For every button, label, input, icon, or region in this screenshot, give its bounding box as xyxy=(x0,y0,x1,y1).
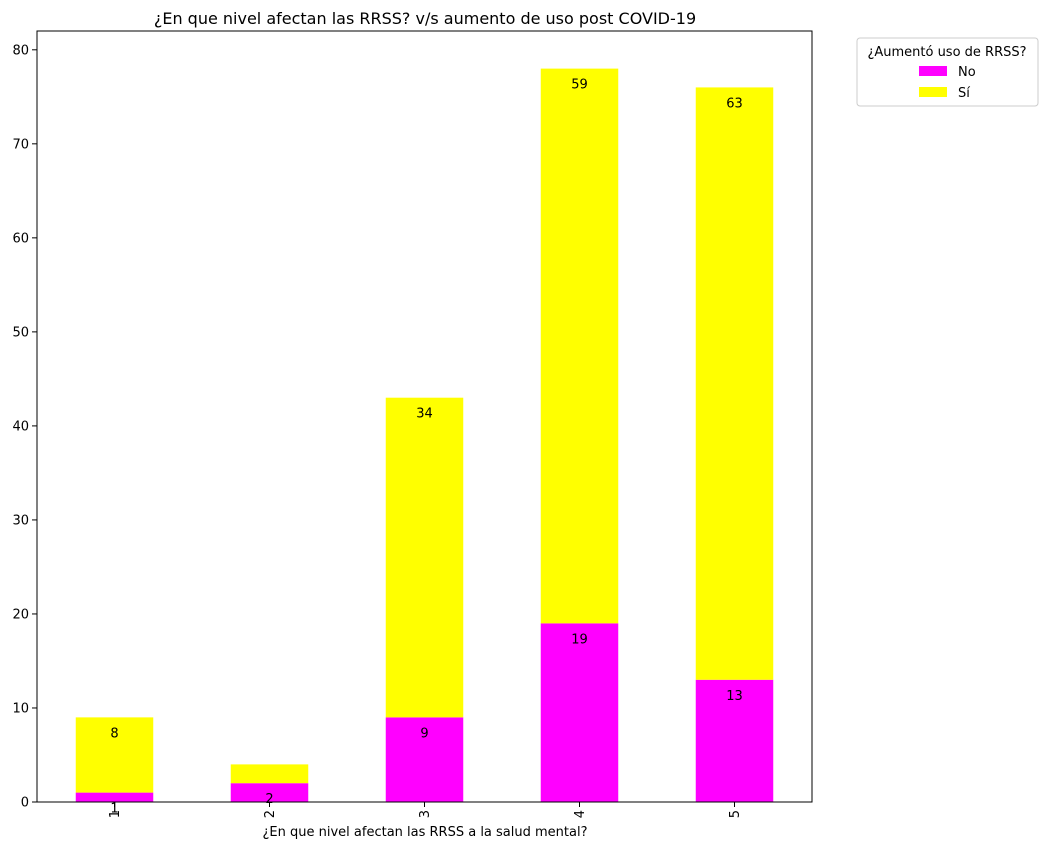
bar-segment xyxy=(695,679,774,802)
plot-frame xyxy=(36,30,813,803)
x-axis-ticks: 1 2 3 4 5 xyxy=(108,802,743,818)
y-tick-label: 50 xyxy=(12,325,29,340)
bar-segment xyxy=(385,717,464,802)
data-label: 19 xyxy=(571,632,588,647)
bar-segment xyxy=(75,717,154,793)
bar-segment xyxy=(230,764,309,784)
y-tick-label: 0 xyxy=(21,796,29,811)
bar-segment xyxy=(540,68,619,624)
bar-segment xyxy=(385,397,464,718)
legend-frame xyxy=(856,37,1039,107)
bar-segment xyxy=(75,792,154,802)
x-tick-label: 3 xyxy=(418,810,433,818)
data-label: 9 xyxy=(420,726,428,741)
legend-items: No Sí xyxy=(919,65,976,101)
data-label: 13 xyxy=(726,689,743,704)
bar-segment xyxy=(695,87,774,680)
legend-swatch xyxy=(919,87,947,97)
bars xyxy=(75,68,774,802)
legend-entry: No xyxy=(958,65,976,80)
bar-segment xyxy=(540,623,619,802)
y-tick-label: 40 xyxy=(12,419,29,434)
x-tick-label: 5 xyxy=(728,810,743,818)
x-tick-label: 1 xyxy=(108,810,123,818)
data-label: 63 xyxy=(726,96,743,111)
y-tick-label: 20 xyxy=(12,607,29,622)
legend-swatch xyxy=(919,66,947,76)
y-tick-label: 10 xyxy=(12,701,29,716)
x-tick-label: 2 xyxy=(263,810,278,818)
data-label: 1 xyxy=(110,802,118,817)
legend-title: ¿Aumentó uso de RRSS? xyxy=(867,45,1026,60)
data-label: 34 xyxy=(416,407,433,422)
data-label: 59 xyxy=(571,78,588,93)
y-tick-label: 60 xyxy=(12,231,29,246)
y-tick-label: 30 xyxy=(12,513,29,528)
y-tick-label: 80 xyxy=(12,43,29,58)
data-label: 2 xyxy=(265,792,273,807)
y-axis-ticks: 0 10 20 30 40 50 60 70 80 xyxy=(12,43,37,811)
legend-entry: Sí xyxy=(958,86,970,101)
legend: ¿Aumentó uso de RRSS? No Sí xyxy=(856,37,1039,107)
x-axis-label: ¿En que nivel afectan las RRSS a la salu… xyxy=(263,825,588,840)
chart-title: ¿En que nivel afectan las RRSS? v/s aume… xyxy=(154,9,696,28)
bar-segment xyxy=(230,783,309,802)
data-label: 8 xyxy=(110,726,118,741)
x-tick-label: 4 xyxy=(573,810,588,818)
y-tick-label: 70 xyxy=(12,137,29,152)
